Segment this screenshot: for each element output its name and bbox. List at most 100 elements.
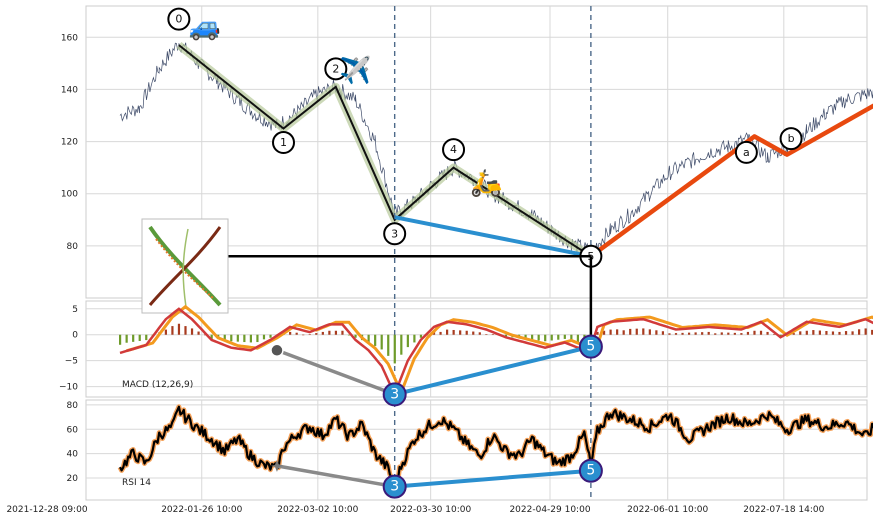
- macd-histogram-bar: [491, 334, 494, 335]
- wave-label-1: 1: [280, 136, 287, 149]
- macd-histogram-bar: [799, 331, 802, 335]
- macd-gray-divergence-line: [276, 348, 396, 397]
- macd-histogram-bar: [648, 329, 651, 335]
- macd-histogram-bar: [256, 334, 259, 343]
- macd-histogram-bar: [367, 334, 370, 343]
- macd-histogram-bar: [197, 331, 200, 335]
- macd-line: [119, 307, 873, 398]
- x-tick-label: 2021-12-28 09:00: [6, 505, 87, 515]
- macd-histogram-bar: [308, 334, 311, 335]
- wave-label-circle: [383, 222, 407, 246]
- macd-histogram-bar: [531, 334, 534, 341]
- macd-histogram-bar: [210, 334, 213, 339]
- macd-histogram-bar: [119, 334, 122, 345]
- macd-y-tick-label: −10: [59, 383, 78, 393]
- macd-histogram-bar: [609, 329, 612, 335]
- thumbnail-stroke-brown: [148, 226, 222, 306]
- wave-label-circle: [272, 131, 295, 155]
- price-y-tick-label: 120: [61, 138, 78, 148]
- macd-histogram-bar: [145, 334, 148, 341]
- macd-histogram-bar: [727, 332, 730, 335]
- macd-histogram-bar: [302, 334, 305, 336]
- wave-label-3: 3: [391, 227, 398, 240]
- correction-wave-line: [589, 103, 873, 259]
- price-y-tick-label: 80: [67, 242, 79, 252]
- macd-histogram-bar: [570, 334, 573, 341]
- macd-histogram-bar: [439, 331, 442, 335]
- macd-histogram-bar: [779, 334, 782, 337]
- macd-histogram-bar: [315, 333, 318, 335]
- wave-label-circle: [734, 140, 758, 164]
- macd-divergence-label-5: 5: [586, 339, 595, 355]
- wave-label-circle: [167, 7, 191, 31]
- wave-label-a: a: [743, 146, 750, 159]
- macd-histogram-bar: [871, 329, 873, 335]
- macd-histogram-bar: [844, 331, 848, 335]
- macd-histogram-bar: [419, 334, 423, 338]
- macd-histogram-bar: [164, 329, 167, 335]
- macd-histogram-bar: [478, 332, 481, 335]
- macd-gray-point: [270, 343, 284, 358]
- macd-histogram-bar: [269, 334, 272, 338]
- macd-histogram-bar: [387, 334, 390, 356]
- macd-histogram-bar: [177, 323, 181, 335]
- macd-histogram-bar: [223, 334, 226, 341]
- rsi-line: [119, 405, 873, 486]
- rsi-divergence-label-3: 3: [390, 479, 399, 495]
- macd-histogram-bar: [354, 334, 357, 338]
- macd-histogram-bar: [864, 328, 867, 335]
- macd-histogram-bar: [132, 334, 135, 342]
- rsi-y-tick-label: 60: [67, 425, 79, 435]
- rsi-divergence-line: [394, 468, 592, 489]
- x-tick-label: 2022-03-30 10:00: [390, 505, 471, 515]
- macd-histogram-bar: [622, 330, 625, 335]
- macd-histogram-bar: [733, 332, 736, 335]
- macd-histogram-bar: [773, 334, 776, 335]
- fractal-thumbnail-image: [141, 218, 229, 314]
- macd-histogram-bar: [184, 326, 187, 335]
- macd-histogram-bar: [701, 332, 704, 335]
- macd-histogram-bar: [707, 331, 710, 335]
- macd-histogram-bar: [825, 330, 828, 335]
- macd-histogram-bar: [668, 333, 671, 335]
- macd-histogram-bar: [681, 332, 684, 335]
- macd-histogram-bar: [831, 331, 835, 335]
- macd-histogram-bar: [249, 334, 252, 343]
- macd-histogram-bar: [792, 333, 795, 335]
- macd-histogram-bar: [812, 330, 815, 335]
- rsi-divergence-marker: [578, 458, 603, 483]
- macd-y-tick-label: 0: [72, 331, 78, 341]
- wave-label-2: 2: [332, 62, 339, 75]
- thumbnail-stroke-light: [182, 228, 189, 308]
- rsi-divergence-marker: [382, 474, 407, 499]
- macd-histogram-bar: [138, 334, 141, 341]
- macd-histogram-bar: [550, 334, 553, 341]
- rsi-gray-star-marker: [270, 459, 283, 472]
- rsi-y-tick-label: 40: [67, 450, 79, 460]
- x-tick-label: 2022-06-01 10:00: [627, 505, 708, 515]
- price-y-tick-label: 140: [61, 85, 78, 95]
- macd-histogram-bar: [289, 331, 292, 335]
- macd-y-tick-label: −5: [65, 357, 78, 367]
- price-divergence-line: [394, 215, 592, 259]
- macd-histogram-bar: [694, 332, 697, 335]
- macd-histogram-bar: [655, 330, 658, 335]
- wave-label-circle: [324, 57, 348, 81]
- macd-histogram-bar: [858, 329, 861, 335]
- x-tick-label: 2022-04-29 10:00: [509, 505, 590, 515]
- macd-histogram-bar: [524, 334, 527, 339]
- macd-histogram-bar: [393, 334, 396, 364]
- macd-histogram-bar: [687, 332, 691, 335]
- macd-histogram-bar: [243, 334, 246, 343]
- macd-histogram-bar: [472, 331, 475, 335]
- rsi-panel-title: RSI 14: [122, 478, 151, 488]
- macd-histogram-bar: [262, 334, 266, 340]
- macd-histogram-bar: [616, 329, 619, 335]
- impulse-wave-line: [178, 44, 592, 258]
- macd-histogram-bar: [459, 330, 462, 335]
- macd-histogram-bar: [400, 334, 403, 355]
- macd-histogram-bar: [576, 334, 579, 343]
- macd-histogram-bar: [759, 330, 763, 335]
- macd-histogram-bar: [295, 332, 298, 335]
